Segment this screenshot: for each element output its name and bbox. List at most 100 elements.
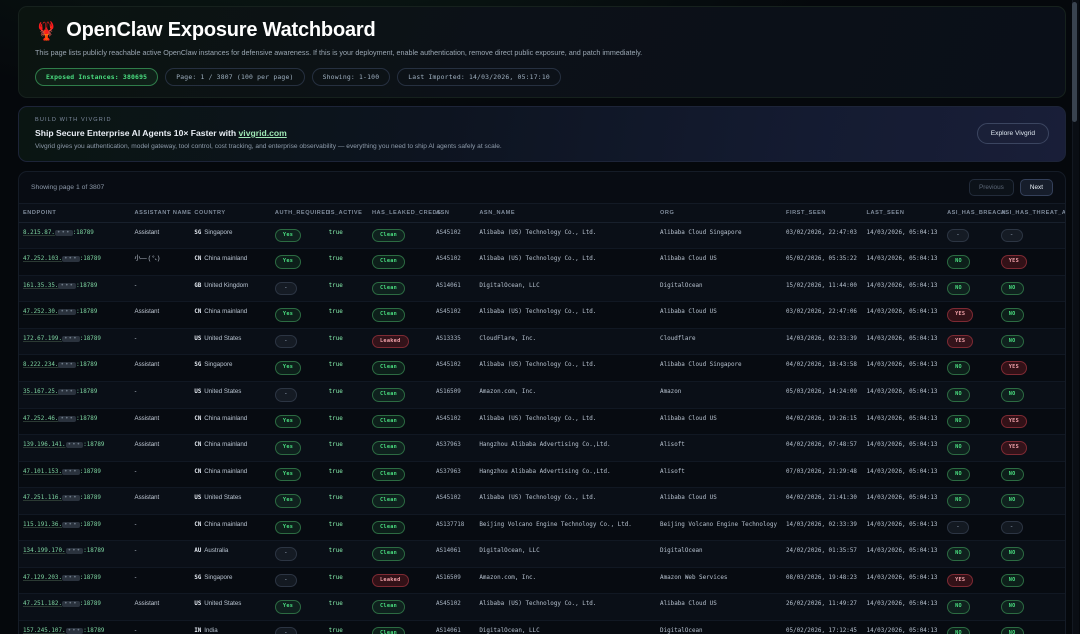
col-asi-has-breach[interactable]: ASI_HAS_BREACH [943,203,1006,223]
country-name: China mainland [204,308,248,316]
table-row[interactable]: 47.101.153. •••:18789- CN China mainland Yes… [19,461,1065,489]
cell-org: Alibaba Cloud US [656,408,782,436]
is-active-value: true [328,574,343,581]
table-row[interactable]: 172.67.199. •••:18789- US United States - tru… [19,328,1065,356]
table-row[interactable]: 161.35.35. •••:18789- GB United Kingdom - tru… [19,275,1065,303]
table-scroll-area[interactable]: ENDPOINT ASSISTANT NAME COUNTRY AUTH_REQ… [19,203,1065,634]
table-row[interactable]: 157.245.107. •••:18789- IN India - true Clean A… [19,620,1065,634]
col-asn[interactable]: ASN [431,203,476,223]
country-name: Singapore [204,361,233,369]
cell-asi-has-threat-actor: - [996,222,1065,250]
assistant-name-value: - [134,281,137,289]
cell-endpoint[interactable]: 47.252.30. •••:18789 [19,301,131,329]
table-row[interactable]: 47.252.30. •••:18789 Assistant CN China main… [19,301,1065,329]
cell-asn-name: Alibaba (US) Technology Co., Ltd. [475,301,657,329]
cell-asi-has-threat-actor: NO [996,487,1065,515]
auth-required-badge: Yes [274,441,302,455]
cell-endpoint[interactable]: 47.251.182. •••:18789 [19,593,131,621]
cell-last-seen: 14/03/2026, 05:04:13 [862,593,944,621]
cell-asn: AS16509 [431,381,476,409]
table-row[interactable]: 47.129.203. •••:18789- SG Singapore - true Lea… [19,567,1065,595]
asi-has-breach-badge: NO [947,281,970,296]
col-auth-required[interactable]: AUTH_REQUIRED [270,203,330,223]
cell-first-seen: 14/03/2026, 02:33:39 [782,328,863,356]
country-name: United States [204,334,242,342]
asi-has-breach-badge: NO [947,387,970,402]
col-first-seen[interactable]: FIRST_SEEN [782,203,863,223]
table-row[interactable]: 47.252.103. •••:18789 小— ( °、) CN China main… [19,248,1065,276]
cell-first-seen: 05/03/2026, 14:24:00 [782,381,863,409]
cell-first-seen: 05/02/2026, 05:35:22 [782,248,863,276]
table-row[interactable]: 47.251.116. •••:18789 Assistant US United St… [19,487,1065,515]
country-name: United States [204,387,242,395]
assistant-name-value: - [134,467,137,475]
col-asn-name[interactable]: ASN_NAME [475,203,657,223]
cell-endpoint[interactable]: 8.222.234. •••:18789 [19,354,131,382]
cell-assistant-name: Assistant [130,434,191,462]
endpoint-value: 161.35.35. •••:18789 [23,282,98,289]
cell-endpoint[interactable]: 8.215.87. •••:18789 [19,222,131,250]
assistant-name-value: Assistant [134,414,160,422]
col-endpoint[interactable]: ENDPOINT [19,203,131,223]
has-leaked-creds-badge: Clean [371,281,406,296]
auth-required-badge: Yes [274,520,302,535]
cell-endpoint[interactable]: 161.35.35. •••:18789 [19,275,131,303]
endpoint-value: 8.222.234. •••:18789 [23,362,98,369]
page-scrollbar-thumb[interactable] [1072,2,1077,122]
cell-endpoint[interactable]: 47.101.153. •••:18789 [19,461,131,489]
table-row[interactable]: 47.251.182. •••:18789 Assistant US United St… [19,593,1065,621]
table-row[interactable]: 115.191.36. •••:18789- CN China mainland Yes… [19,514,1065,542]
asi-has-breach-badge: YES [947,308,974,322]
asi-has-breach-badge: - [947,228,970,243]
asi-has-breach-badge: NO [947,547,970,561]
col-last-seen[interactable]: LAST_SEEN [862,203,944,223]
col-country[interactable]: COUNTRY [190,203,271,223]
cell-asi-has-breach: NO [943,354,997,382]
table-row[interactable]: 8.215.87. •••:18789 Assistant SG Singapore Ye… [19,222,1065,250]
cell-last-seen: 14/03/2026, 05:04:13 [862,301,944,329]
cell-asi-has-threat-actor: NO [996,540,1065,568]
assistant-name-value: Assistant [134,361,160,369]
cell-assistant-name: Assistant [130,593,191,621]
page-scrollbar[interactable] [1072,0,1079,634]
cell-first-seen: 04/02/2026, 21:41:30 [782,487,863,515]
cell-asn: AS45102 [431,487,476,515]
cell-endpoint[interactable]: 47.129.203. •••:18789 [19,567,131,595]
asi-has-threat-actor-badge: YES [1000,441,1028,455]
cell-endpoint[interactable]: 157.245.107. •••:18789 [19,620,131,634]
cell-first-seen: 26/02/2026, 11:49:27 [782,593,863,621]
country-name: Singapore [204,228,233,236]
country-name: India [204,626,218,634]
previous-page-button[interactable]: Previous [968,178,1014,196]
table-row[interactable]: 8.222.234. •••:18789 Assistant SG Singapore Y… [19,354,1065,382]
asi-has-threat-actor-badge: NO [1000,626,1024,634]
cell-endpoint[interactable]: 47.252.46. •••:18789 [19,408,131,436]
chip-page: Page: 1 / 3807 (100 per page) [165,67,305,86]
asi-has-threat-actor-badge: YES [1000,255,1028,269]
col-has-leaked-creds[interactable]: HAS_LEAKED_CREDS [367,203,441,223]
cell-asn-name: Alibaba (US) Technology Co., Ltd. [475,487,657,515]
cell-endpoint[interactable]: 35.167.25. •••:18789 [19,381,131,409]
auth-required-badge: - [274,626,297,634]
cell-endpoint[interactable]: 139.196.141. •••:18789 [19,434,131,462]
col-is-active[interactable]: IS_ACTIVE [324,203,368,223]
cell-endpoint[interactable]: 134.199.170. •••:18789 [19,540,131,568]
cell-first-seen: 14/03/2026, 02:33:39 [782,514,863,542]
crab-icon: 🦞 [35,20,58,41]
explore-vivgrid-button[interactable]: Explore Vivgrid [976,122,1049,144]
asi-has-threat-actor-badge: NO [1000,600,1024,614]
table-row[interactable]: 134.199.170. •••:18789- AU Australia - true Cl… [19,540,1065,568]
redacted-octet: ••• [62,468,80,475]
col-assistant-name[interactable]: ASSISTANT NAME [130,203,191,223]
col-org[interactable]: ORG [656,203,782,223]
cell-endpoint[interactable]: 115.191.36. •••:18789 [19,514,131,542]
cell-endpoint[interactable]: 47.251.116. •••:18789 [19,487,131,515]
promo-link[interactable]: vivgrid.com [238,127,287,138]
table-row[interactable]: 139.196.141. •••:18789 Assistant CN China ma… [19,434,1065,462]
table-row[interactable]: 47.252.46. •••:18789 Assistant CN China main… [19,408,1065,436]
cell-endpoint[interactable]: 47.252.103. •••:18789 [19,248,131,276]
next-page-button[interactable]: Next [1019,178,1053,196]
table-row[interactable]: 35.167.25. •••:18789- US United States - true… [19,381,1065,409]
cell-endpoint[interactable]: 172.67.199. •••:18789 [19,328,131,356]
col-asi-has-threat-actor[interactable]: ASI_HAS_THREAT_ACTOR [996,203,1065,223]
